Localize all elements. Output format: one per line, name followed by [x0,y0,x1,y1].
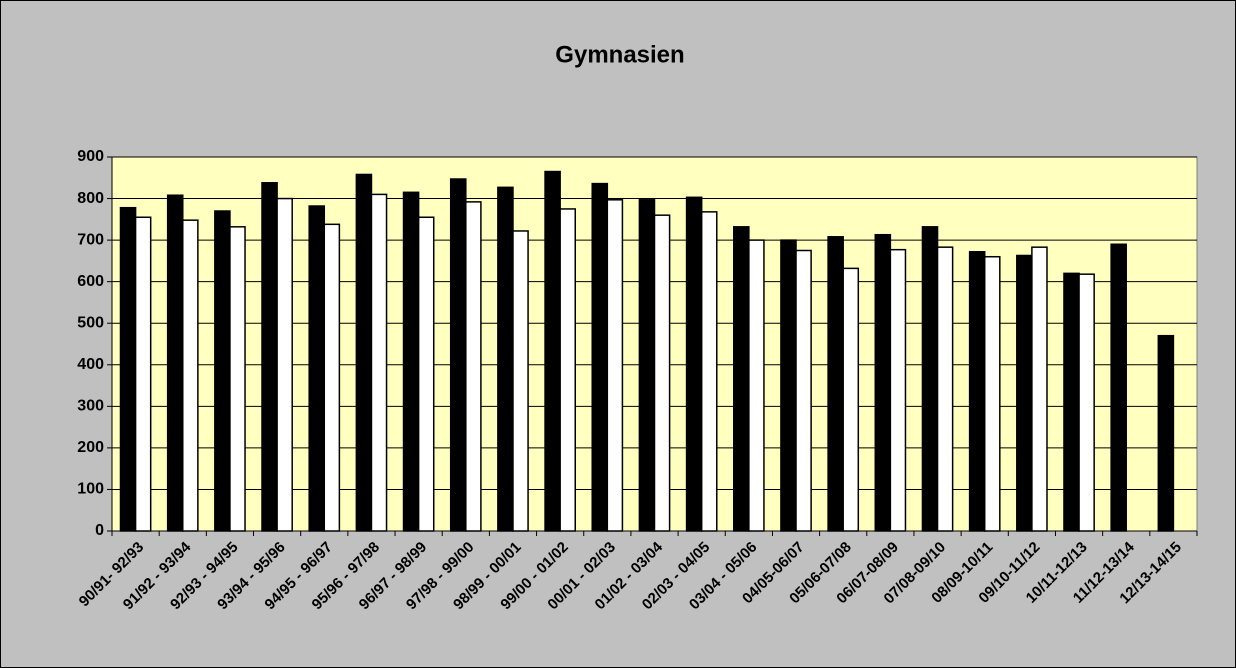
y-tick-label: 600 [77,273,104,290]
y-tick-label: 0 [95,522,104,539]
bar [1016,254,1033,532]
bar [700,211,718,532]
bar [638,199,656,532]
bar [370,193,388,532]
bar [465,201,482,532]
bar [685,196,703,532]
bar [229,226,246,532]
bar [1110,243,1127,532]
bar [733,226,750,532]
bar [748,239,765,532]
y-tick-label: 100 [77,481,104,498]
bar [119,206,137,532]
bar [261,182,278,532]
bar [1157,334,1175,532]
bar [842,267,860,532]
y-tick-label: 500 [77,314,104,331]
bar [497,186,514,532]
y-tick-label: 900 [77,148,104,165]
y-tick-label: 200 [77,439,104,456]
bar [591,182,609,532]
bar [795,249,812,532]
bar [606,199,624,532]
bar [449,178,467,532]
bar [512,230,529,532]
bar [402,191,420,532]
bar [936,246,954,532]
bar [308,205,326,532]
bar [983,255,1001,532]
bar [166,194,184,532]
bar [968,250,986,532]
bar [559,208,576,532]
chart-title: Gymnasien [555,41,684,68]
y-tick-label: 400 [77,356,104,373]
bar [653,214,671,532]
bar [1063,272,1080,532]
bar [355,173,373,532]
bar [417,216,435,532]
bar [323,223,341,532]
bar [827,236,844,532]
y-tick-label: 800 [77,190,104,207]
bar [921,226,939,532]
bar [134,216,152,532]
bar [780,239,797,532]
bar [214,210,231,532]
bar [276,197,293,532]
bar [874,233,892,532]
y-tick-label: 300 [77,398,104,415]
bar [544,170,561,532]
bar [889,248,907,532]
y-tick-label: 700 [77,231,104,248]
bar [1031,246,1048,532]
bar [182,219,199,532]
bar [1078,273,1095,532]
